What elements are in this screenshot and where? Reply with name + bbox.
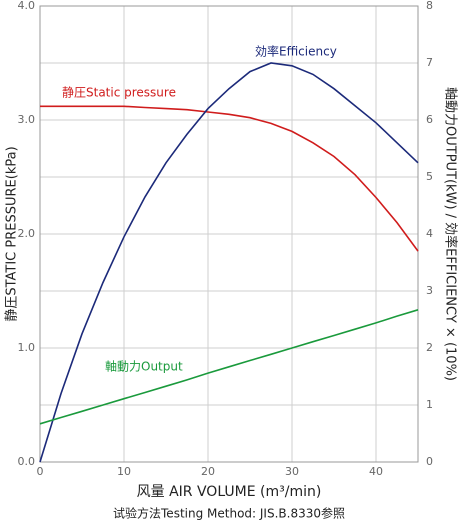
y2-tick-label: 3 [426,284,433,297]
y2-tick-label: 8 [426,0,433,12]
y-tick-label: 3.0 [18,113,36,126]
x-tick-label: 40 [369,465,383,478]
series-label: 静圧Static pressure [62,86,176,100]
x-tick-label: 0 [37,465,44,478]
y-tick-label: 4.0 [18,0,36,12]
x-tick-label: 20 [201,465,215,478]
y2-tick-label: 2 [426,341,433,354]
y2-tick-label: 1 [426,398,433,411]
series-label: 軸動力Output [105,360,183,374]
y2-tick-label: 7 [426,56,433,69]
y-tick-label: 1.0 [18,341,36,354]
x-tick-label: 30 [285,465,299,478]
x-axis-title: 风量 AIR VOLUME (m³/min) [137,484,322,500]
y-tick-label: 0.0 [18,455,36,468]
series-label: 効率Efficiency [255,44,337,59]
series-line [39,309,419,425]
series-line [39,62,419,463]
x-tick-label: 10 [117,465,131,478]
y2-tick-label: 6 [426,113,433,126]
plot-frame [39,5,419,463]
y-tick-label: 2.0 [18,227,36,240]
y2-axis-title: 軸動力OUTPUT(kW) / 効率EFFICIENCY × (10%) [443,87,459,381]
y2-tick-label: 4 [426,227,433,240]
y-axis-title: 静圧STATIC PRESSURE(kPa) [5,146,20,321]
series-line [40,105,419,252]
caption: 试验方法Testing Method: JIS.B.8330参照 [113,506,345,521]
y2-tick-label: 0 [426,455,433,468]
y2-tick-label: 5 [426,170,433,183]
